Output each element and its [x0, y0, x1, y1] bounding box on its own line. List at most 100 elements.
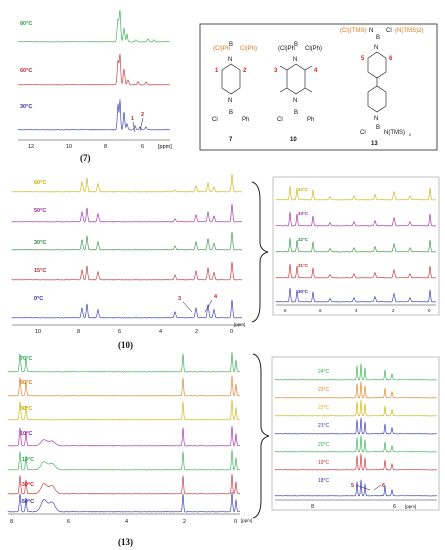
structure-7: (Cl)Ph B Cl(Ph) N 1 2 N B Cl Ph 7 — [212, 42, 257, 143]
p13-tick: 2 — [183, 519, 186, 525]
p7-trace — [17, 99, 171, 131]
p13i-trace — [274, 479, 438, 497]
p13i-trace — [274, 417, 438, 435]
p10-temp-label: 60°C — [34, 180, 46, 186]
p10i-tick: 0 — [428, 308, 431, 313]
p10i-trace — [275, 211, 437, 227]
p10-trace — [11, 173, 243, 193]
s10-group: Ph — [307, 117, 314, 123]
p10-tick: 8 — [77, 329, 80, 335]
s7-ring-label: 1 — [215, 68, 219, 74]
s10-group: B — [294, 110, 298, 116]
p10i-temp-label: 31°C — [298, 263, 309, 268]
p7-peak-label: 2 — [141, 112, 144, 118]
s7-group: Ph — [242, 117, 249, 123]
p13i-temp-label: 23°C — [318, 387, 330, 393]
s7-group: Cl — [212, 117, 218, 123]
p13-tick: 4 — [125, 519, 128, 525]
p10i-trace — [275, 237, 437, 253]
p10i-temp-label: 34°C — [298, 187, 309, 192]
s7-group: B — [229, 110, 233, 116]
p7-temp-label: 80°C — [20, 21, 32, 27]
p13i-tick: 8 — [311, 504, 314, 510]
p13i-trace — [274, 363, 438, 381]
p13-trace — [7, 491, 241, 513]
s13-atom: N — [374, 116, 378, 122]
s10-ring-label: 3 — [274, 68, 278, 74]
p7-tick: 12 — [28, 144, 34, 150]
s13-group: Cl — [360, 130, 366, 136]
p13-ticks: 8 6 4 2 0 [ppm] — [10, 518, 252, 525]
s7-group: B — [229, 42, 233, 48]
p7-temp-label: 30°C — [20, 104, 32, 110]
p13-tick: 6 — [67, 519, 70, 525]
p10i-trace — [275, 263, 437, 279]
p13-trace — [7, 351, 241, 373]
s7-ring-label: 2 — [243, 68, 247, 74]
p13-temp-label: 50°C — [20, 380, 32, 386]
p10-inset: 8 6 4 2 0 34°C 33°C 32°C 31°C 30°C — [272, 176, 440, 316]
p10-temp-label: 30°C — [34, 240, 46, 246]
p7-trace — [17, 9, 171, 43]
s13-group: (N(TMS)2) — [395, 28, 423, 34]
p10i-temp-label: 33°C — [298, 211, 309, 216]
p10i-tick: 6 — [319, 308, 322, 313]
s10-group: Cl — [277, 117, 283, 123]
p13i-peak-label: 5 — [351, 483, 354, 489]
s13-group: Cl — [386, 28, 392, 34]
s13-number: 13 — [371, 141, 378, 147]
p13-trace — [7, 449, 241, 471]
s13-ring-label: 6 — [389, 56, 393, 62]
p13i-trace — [274, 399, 438, 417]
p13-temp-label: 30°C — [20, 406, 32, 412]
s10-number: 10 — [290, 137, 297, 143]
s7-group: Cl(Ph) — [240, 46, 257, 52]
p13-tick: 8 — [10, 519, 13, 525]
panel-13: 8 6 4 2 0 [ppm] 70°C 50°C 30°C 10°C -10°… — [7, 351, 440, 547]
p10-peak-label: 4 — [214, 294, 218, 300]
p10-tick: 6 — [118, 329, 121, 335]
p13-temp-label: 10°C — [20, 431, 32, 437]
panel-10: 10 8 6 4 2 0 [ppm] 60°C 50°C 30°C 15°C 0… — [11, 173, 440, 350]
s13-group: B — [376, 35, 380, 41]
p13-trace — [7, 425, 241, 447]
structure-10: (Cl)Ph B Cl(Ph) N 3 4 N B Cl Ph 10 — [274, 42, 322, 143]
p10i-trace — [275, 287, 437, 303]
p13-tick: 0 — [234, 519, 237, 525]
s13-atom: N — [374, 45, 378, 51]
s13-group: N — [369, 28, 373, 34]
p10-tick: 0 — [230, 329, 233, 335]
p10i-temp-label: 32°C — [298, 237, 309, 242]
p10-temp-label: 50°C — [34, 208, 46, 214]
p7-temp-label: 60°C — [20, 68, 32, 74]
p10-axis-unit: [ppm] — [234, 322, 245, 327]
panel-7: 12 10 8 6 [ppm] 80°C 60°C 30°C 1 2 (7) — [17, 9, 172, 163]
s10-group: Cl(Ph) — [305, 46, 322, 52]
p13i-axis-unit: [ppm] — [405, 504, 416, 509]
p13i-peak-label: 6 — [382, 483, 385, 489]
p13-trace — [7, 399, 241, 421]
s13-group: (Cl)(TMS) — [340, 28, 366, 34]
s13-group: N(TMS) — [384, 130, 405, 136]
p13-temp-label: -50°C — [20, 499, 34, 505]
p7-ticks: 12 10 8 6 [ppm] — [28, 144, 172, 150]
p13i-temp-label: 21°C — [318, 423, 330, 429]
p7-peak-label: 1 — [131, 116, 134, 122]
p13-temp-label: 70°C — [20, 356, 32, 362]
p10-trace — [11, 203, 243, 223]
p10i-tick: 8 — [284, 308, 287, 313]
p13-inset: 8 6 [ppm] 24°C 23°C 22°C 21°C 20°C 19°C … — [271, 356, 440, 511]
p13i-temp-label: 19°C — [318, 460, 330, 466]
p10-temp-label: 0°C — [34, 296, 43, 302]
p10i-temp-label: 30°C — [298, 289, 309, 294]
p10-caption: (10) — [118, 340, 133, 350]
s7-atom: N — [228, 57, 232, 63]
p13-trace — [7, 473, 241, 495]
s13-group: 2 — [409, 132, 412, 137]
p13i-trace — [274, 435, 438, 453]
s13-group: B — [376, 125, 380, 131]
p7-tick: 6 — [141, 144, 144, 150]
p10i-tick: 2 — [392, 308, 395, 313]
s10-atom: N — [293, 57, 297, 63]
